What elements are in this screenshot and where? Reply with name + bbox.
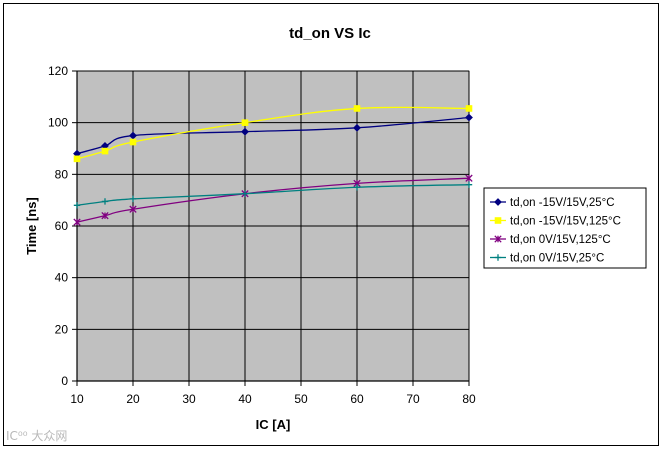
x-tick-label: 60 bbox=[350, 392, 364, 406]
data-point-series-1 bbox=[353, 123, 361, 132]
y-tick-label: 60 bbox=[55, 219, 69, 233]
series-group bbox=[73, 105, 473, 226]
data-point-series-4 bbox=[101, 198, 109, 205]
data-point-series-2 bbox=[353, 105, 361, 112]
data-point-series-4 bbox=[465, 181, 473, 188]
data-point-series-2 bbox=[101, 147, 109, 155]
data-point-series-2 bbox=[129, 138, 137, 146]
legend-entry-2: td,on -15V/15V,125°C bbox=[510, 216, 621, 228]
y-tick-label: 0 bbox=[61, 374, 68, 388]
data-point-series-2 bbox=[73, 155, 81, 163]
data-point-series-1 bbox=[465, 113, 473, 122]
legend-marker-4 bbox=[494, 254, 502, 261]
x-tick-labels: 10 20 30 40 50 60 70 80 bbox=[70, 392, 476, 406]
data-point-series-4 bbox=[129, 195, 137, 203]
y-tick-label: 40 bbox=[55, 271, 69, 285]
legend-entry-4: td,on 0V/15V,25°C bbox=[510, 253, 604, 265]
data-point-series-3 bbox=[101, 212, 109, 220]
data-point-series-1 bbox=[241, 127, 249, 136]
legend-marker-1 bbox=[494, 198, 502, 206]
legend-entry-3: td,on 0V/15V,125°C bbox=[510, 234, 611, 246]
y-tick-label: 80 bbox=[55, 167, 69, 181]
data-point-series-3 bbox=[73, 218, 81, 226]
y-tick-labels: 0 20 40 60 80 100 120 bbox=[48, 64, 68, 388]
data-point-series-2 bbox=[241, 119, 249, 126]
data-point-series-2 bbox=[465, 105, 473, 112]
chart-frame bbox=[3, 3, 659, 446]
chart-title: td_on VS Ic bbox=[289, 25, 371, 42]
legend-marker-2 bbox=[494, 217, 502, 224]
legend-marker-3 bbox=[494, 235, 502, 243]
legend-box bbox=[483, 187, 647, 269]
x-tick-label: 50 bbox=[294, 392, 308, 406]
legend: td,on -15V/15V,25°C td,on -15V/15V,125°C t… bbox=[483, 187, 647, 269]
legend-entry-1: td,on -15V/15V,25°C bbox=[510, 197, 615, 209]
y-tick-label: 20 bbox=[55, 322, 69, 336]
x-tick-label: 30 bbox=[182, 392, 196, 406]
data-point-series-3 bbox=[129, 205, 137, 213]
watermark-text: IC⁰⁰ 大众网 bbox=[6, 429, 68, 443]
data-point-series-4 bbox=[353, 184, 361, 191]
x-tick-label: 10 bbox=[70, 392, 84, 406]
x-axis-label: IC [A] bbox=[256, 417, 291, 432]
y-axis-label: Time [ns] bbox=[24, 197, 39, 255]
x-tick-label: 20 bbox=[126, 392, 140, 406]
grid-lines bbox=[72, 70, 470, 386]
y-tick-label: 100 bbox=[48, 116, 68, 130]
data-point-series-3 bbox=[465, 174, 473, 182]
x-tick-label: 80 bbox=[462, 392, 476, 406]
y-tick-label: 120 bbox=[48, 64, 68, 78]
data-point-series-4 bbox=[73, 202, 81, 209]
data-point-series-4 bbox=[241, 190, 249, 197]
x-tick-label: 40 bbox=[238, 392, 252, 406]
x-tick-label: 70 bbox=[406, 392, 420, 406]
